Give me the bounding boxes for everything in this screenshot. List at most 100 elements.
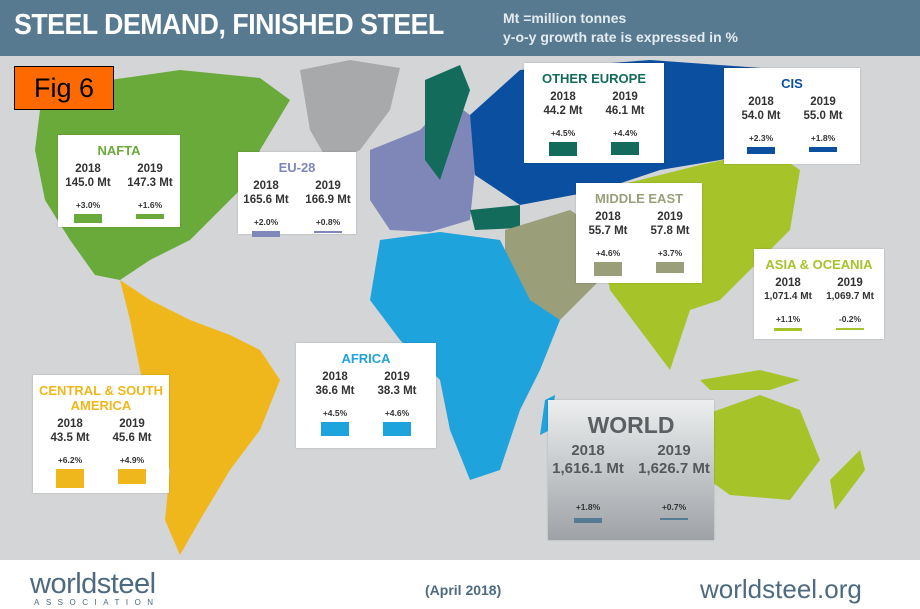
growth-bar xyxy=(747,147,775,154)
year-label: 2018 xyxy=(253,180,279,192)
demand-value: 45.6 Mt xyxy=(112,432,152,444)
oceania-shape xyxy=(690,370,865,510)
demand-value: 1,071.4 Mt xyxy=(764,291,812,302)
growth-rate: +4.6% xyxy=(595,248,621,258)
growth-rate: +0.7% xyxy=(661,502,687,512)
growth-rate: +3.0% xyxy=(75,200,101,210)
year-column-2019: 2019 1,626.7 Mt +0.7% xyxy=(635,442,713,523)
growth-bar xyxy=(836,328,864,330)
region-name: CIS xyxy=(781,76,803,91)
growth-rate: +4.5% xyxy=(322,408,348,418)
growth-bar xyxy=(809,147,837,153)
year-column-2018: 2018 55.7 Mt +4.6% xyxy=(582,210,634,276)
demand-value: 38.3 Mt xyxy=(377,385,417,397)
region-box-middle-east: MIDDLE EAST 2018 55.7 Mt +4.6% 2019 57.8 Mt +3… xyxy=(576,183,702,283)
year-label: 2018 xyxy=(322,371,348,383)
region-name: MIDDLE EAST xyxy=(594,191,684,206)
demand-value: 46.1 Mt xyxy=(605,105,645,117)
growth-bar xyxy=(56,469,84,488)
header-banner: STEEL DEMAND, FINISHED STEEL Mt =million… xyxy=(0,0,920,56)
year-column-2018: 2018 1,616.1 Mt +1.8% xyxy=(549,442,627,524)
region-box-cis: CIS 2018 54.0 Mt +2.3% 2019 55.0 Mt +1.8% xyxy=(724,68,860,164)
demand-value: 145.0 Mt xyxy=(65,177,111,189)
growth-rate: +6.2% xyxy=(57,455,83,465)
demand-value: 1,616.1 Mt xyxy=(552,460,624,477)
page-title: STEEL DEMAND, FINISHED STEEL xyxy=(14,9,444,41)
year-column-2018: 2018 1,071.4 Mt +1.1% xyxy=(762,276,814,332)
demand-value: 36.6 Mt xyxy=(315,385,355,397)
year-label: 2018 xyxy=(775,277,801,289)
year-label: 2019 xyxy=(657,442,691,459)
growth-bar xyxy=(321,422,349,436)
growth-rate: +4.9% xyxy=(119,455,145,465)
growth-bar xyxy=(656,262,684,274)
region-name: WORLD xyxy=(587,412,675,438)
website-link[interactable]: worldsteel.org xyxy=(700,574,862,604)
region-name: OTHER EUROPE xyxy=(541,71,646,86)
year-column-2018: 2018 43.5 Mt +6.2% xyxy=(44,417,96,488)
region-name: AFRICA xyxy=(341,351,391,366)
demand-value: 44.2 Mt xyxy=(543,105,583,117)
demand-value: 147.3 Mt xyxy=(127,177,173,189)
growth-rate: +4.4% xyxy=(612,128,638,138)
region-box-world: WORLD 2018 1,616.1 Mt +1.8% 2019 1,626.7 Mt +0… xyxy=(548,400,714,540)
region-name: ASIA & OCEANIA xyxy=(765,257,873,272)
growth-bar xyxy=(383,422,411,436)
demand-value: 43.5 Mt xyxy=(50,432,90,444)
year-column-2019: 2019 1,069.7 Mt -0.2% xyxy=(824,276,876,331)
year-label: 2019 xyxy=(612,91,638,103)
growth-bar xyxy=(594,262,622,276)
growth-bar xyxy=(660,518,688,521)
region-box-asia-oceania: ASIA & OCEANIA 2018 1,071.4 Mt +1.1% 2019 1,0… xyxy=(754,249,884,339)
figure-label: Fig 6 xyxy=(14,66,114,110)
year-column-2019: 2019 147.3 Mt +1.6% xyxy=(124,162,176,223)
growth-rate: +1.6% xyxy=(137,200,163,210)
growth-bar xyxy=(118,469,146,484)
demand-value: 55.7 Mt xyxy=(588,225,628,237)
demand-value: 1,069.7 Mt xyxy=(826,291,874,302)
growth-rate: +3.7% xyxy=(657,248,683,258)
region-name: CENTRAL & SOUTH AMERICA xyxy=(39,383,163,413)
growth-rate: +4.6% xyxy=(384,408,410,418)
africa-shape xyxy=(370,232,560,480)
year-column-2019: 2019 57.8 Mt +3.7% xyxy=(644,210,696,276)
region-name: EU-28 xyxy=(278,160,316,175)
year-label: 2019 xyxy=(315,180,341,192)
growth-rate: +2.3% xyxy=(748,133,774,143)
year-column-2019: 2019 55.0 Mt +1.8% xyxy=(797,95,849,154)
year-label: 2018 xyxy=(595,211,621,223)
region-box-central-south-america: CENTRAL & SOUTH AMERICA 2018 43.5 Mt +6.2% 2… xyxy=(33,375,169,493)
growth-rate: +1.1% xyxy=(775,314,801,324)
central-south-america-shape xyxy=(120,280,280,555)
year-column-2018: 2018 165.6 Mt +2.0% xyxy=(240,179,292,237)
growth-bar xyxy=(314,231,342,234)
growth-rate: +1.8% xyxy=(575,502,601,512)
year-label: 2018 xyxy=(550,91,576,103)
year-column-2018: 2018 36.6 Mt +4.5% xyxy=(309,370,361,436)
region-box-africa: AFRICA 2018 36.6 Mt +4.5% 2019 38.3 Mt +4.6% xyxy=(296,343,436,448)
year-label: 2018 xyxy=(748,96,774,108)
year-column-2019: 2019 46.1 Mt +4.4% xyxy=(599,90,651,156)
year-label: 2018 xyxy=(75,163,101,175)
logo-subtitle: ASSOCIATION xyxy=(34,598,160,607)
year-column-2019: 2019 45.6 Mt +4.9% xyxy=(106,417,158,488)
growth-bar xyxy=(611,142,639,156)
other-europe-shape xyxy=(425,65,520,230)
growth-rate: +0.8% xyxy=(315,217,341,227)
footer: worldsteel ASSOCIATION (April 2018) worl… xyxy=(0,560,920,609)
region-box-other-europe: OTHER EUROPE 2018 44.2 Mt +4.5% 2019 46.1 Mt +… xyxy=(524,63,664,163)
year-label: 2018 xyxy=(57,418,83,430)
year-label: 2018 xyxy=(571,442,605,459)
publication-date: (April 2018) xyxy=(425,582,502,598)
demand-value: 55.0 Mt xyxy=(803,110,843,122)
growth-rate: +2.0% xyxy=(253,217,279,227)
growth-bar xyxy=(74,214,102,223)
year-label: 2019 xyxy=(137,163,163,175)
year-label: 2019 xyxy=(119,418,145,430)
year-label: 2019 xyxy=(384,371,410,383)
year-label: 2019 xyxy=(657,211,683,223)
region-name: NAFTA xyxy=(97,143,141,158)
growth-bar xyxy=(136,214,164,219)
units-note: Mt =million tonnes xyxy=(503,10,627,26)
year-column-2019: 2019 38.3 Mt +4.6% xyxy=(371,370,423,436)
